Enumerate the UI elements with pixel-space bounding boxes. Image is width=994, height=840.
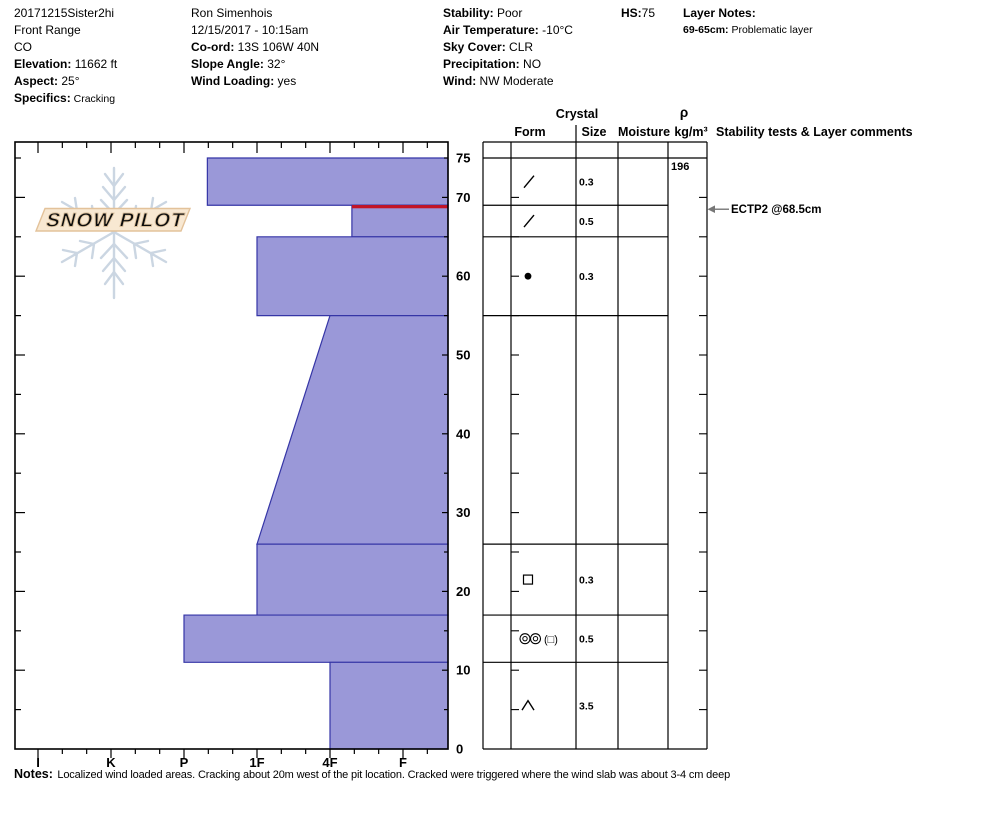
pit-elevation: Elevation: 11662 ft	[14, 57, 118, 71]
svg-text:0: 0	[456, 742, 463, 757]
crystal-table-grid	[482, 125, 708, 750]
sky-cover: Sky Cover: CLR	[443, 40, 534, 54]
svg-text:0.5: 0.5	[579, 634, 594, 646]
pit-region: Front Range	[14, 23, 81, 37]
snow-layer-bar	[256, 236, 449, 317]
logo-banner	[34, 207, 192, 232]
notes-text: Localized wind loaded areas. Cracking ab…	[57, 769, 731, 781]
svg-text:3.5: 3.5	[579, 701, 594, 713]
svg-text:0.3: 0.3	[579, 271, 594, 283]
grain-circle-icon	[529, 633, 542, 645]
density-symbol-header: ρ	[680, 105, 688, 120]
snow-layer-bar	[206, 157, 449, 206]
logo-text: SNOW PILOT	[44, 210, 187, 232]
svg-text:ECTP2 @68.5cm: ECTP2 @68.5cm	[731, 204, 821, 216]
snow-layer-bar	[351, 204, 449, 238]
pit-state: CO	[14, 40, 32, 54]
svg-text:I: I	[36, 755, 40, 770]
svg-text:0.3: 0.3	[579, 575, 594, 587]
annotations: ECTP2 @68.5cm	[707, 204, 821, 216]
precipitation: Precipitation: NO	[443, 57, 542, 71]
svg-text:0.3: 0.3	[579, 177, 594, 189]
layer-note: 69-65cm: Problematic layer	[683, 24, 813, 36]
pit-aspect: Aspect: 25°	[14, 74, 80, 88]
moisture-header: Moisture	[618, 125, 670, 139]
grain-dot-icon	[524, 272, 532, 280]
grain-symbols: 0.3 0.5 0.3 0.3 0.5 (□) 3.5	[519, 175, 594, 713]
flagged-layer-line	[351, 205, 448, 209]
snow-height: HS:75	[621, 6, 656, 20]
snowpilot-logo: SNOW PILOT	[34, 166, 192, 300]
slope-angle: Slope Angle: 32°	[191, 57, 286, 71]
svg-text:(□): (□)	[544, 634, 558, 646]
svg-text:70: 70	[456, 190, 470, 205]
svg-text:40: 40	[456, 426, 470, 441]
pit-coordinates: Co-ord: 13S 106W 40N	[191, 40, 320, 54]
layer-notes-title: Layer Notes:	[683, 6, 756, 20]
layer-notes-block: Layer Notes: 69-65cm: Problematic layer	[683, 5, 813, 39]
snowflake-icon	[60, 166, 168, 300]
density-units-header: kg/m³	[674, 125, 707, 139]
svg-text:1F: 1F	[249, 755, 264, 770]
svg-text:196: 196	[671, 161, 689, 173]
svg-text:K: K	[106, 755, 116, 770]
snow-layer-bar	[329, 661, 449, 750]
table-headers: Crystal Form Size Moisture ρ kg/m³ Stabi…	[514, 105, 912, 139]
notes-label: Notes:	[14, 767, 53, 781]
grain-facet-icon	[522, 574, 534, 585]
density-values: 196	[671, 161, 689, 173]
svg-text:F: F	[399, 755, 407, 770]
svg-text:60: 60	[456, 269, 470, 284]
arrow-left-icon	[707, 205, 715, 214]
pit-name: 20171215Sister2hi	[14, 6, 115, 20]
hardness-axis: I K P 1F 4F F	[36, 142, 428, 770]
pit-info-block: 20171215Sister2hi Front Range CO Elevati…	[14, 5, 117, 108]
depth-axis: 75 70 60 50 40 30 20 10 0	[15, 151, 470, 757]
svg-text:4F: 4F	[322, 755, 337, 770]
stability-rating: Stability: Poor	[443, 6, 523, 20]
snow-layer-bar	[256, 543, 449, 616]
stability-comments-header: Stability tests & Layer comments	[716, 125, 913, 139]
grain-circle-icon	[519, 633, 531, 645]
plot-frame	[14, 141, 449, 750]
observer-block: Ron Simenhois 12/15/2017 - 10:15am Co-or…	[191, 5, 319, 90]
form-header: Form	[514, 125, 545, 139]
svg-text:0.5: 0.5	[579, 216, 594, 228]
snow-layer-bar	[256, 315, 449, 545]
svg-text:10: 10	[456, 663, 470, 678]
svg-text:75: 75	[456, 151, 470, 166]
conditions-block: Stability: Poor Air Temperature: -10°C S…	[443, 5, 573, 90]
observer-name: Ron Simenhois	[191, 6, 273, 20]
svg-text:50: 50	[456, 348, 470, 363]
grain-depth-hoar-icon	[521, 699, 535, 711]
wind: Wind: NW Moderate	[443, 74, 554, 88]
pit-specifics: Specifics: Cracking	[14, 91, 116, 105]
snow-layers	[183, 157, 449, 750]
crystal-header: Crystal	[556, 107, 598, 121]
svg-text:20: 20	[456, 584, 470, 599]
snow-layer-bar	[183, 614, 449, 663]
svg-text:30: 30	[456, 505, 470, 520]
notes-block: Notes: Localized wind loaded areas. Crac…	[14, 765, 730, 783]
svg-text:P: P	[180, 755, 189, 770]
wind-loading: Wind Loading: yes	[191, 74, 297, 88]
pit-datetime: 12/15/2017 - 10:15am	[191, 23, 309, 37]
air-temperature: Air Temperature: -10°C	[443, 23, 573, 37]
size-header: Size	[581, 125, 606, 139]
